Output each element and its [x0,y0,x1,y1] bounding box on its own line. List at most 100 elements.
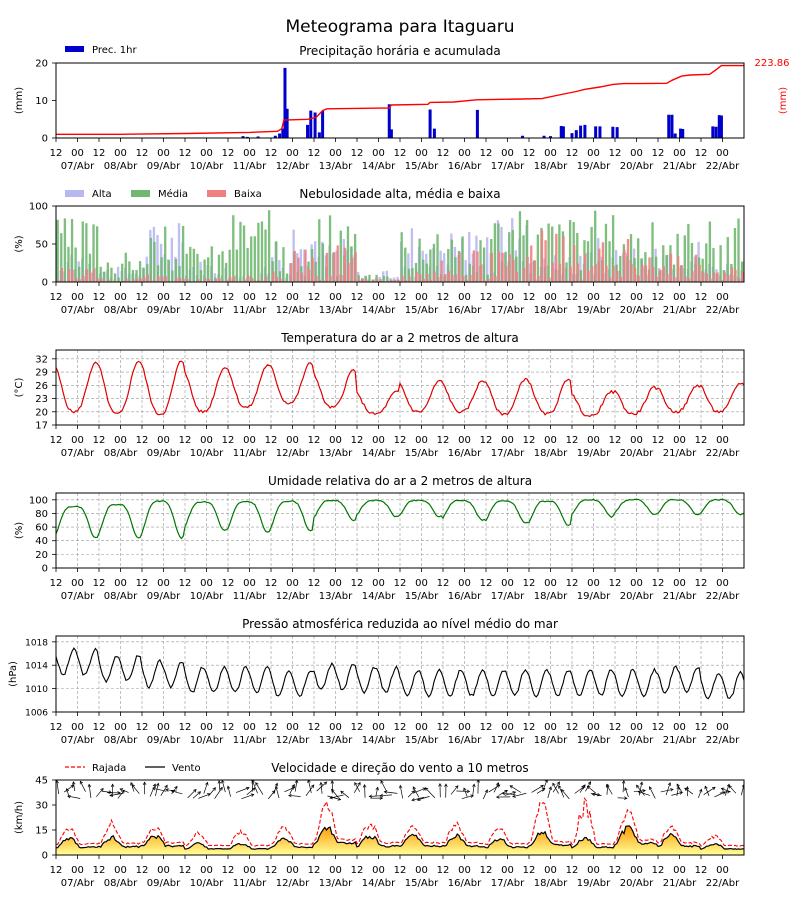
x-tick-label: 12 [179,292,192,303]
plot-frame [55,349,745,426]
wind-arrow [684,787,694,795]
cloud-bar-baixa [401,275,404,282]
x-day-label: 16/Abr [448,161,482,172]
chart-title: Precipitação horária e acumulada [299,44,501,58]
x-day-label: 22/Abr [706,305,740,316]
wind-arrow [268,790,276,800]
x-tick-label: 12 [480,722,493,733]
cloud-bar-média [407,268,411,282]
panel-precip: Precipitação horária e acumulada 0 10 20 (mm… [14,44,790,172]
wind-arrow-head [642,789,646,793]
wind-arrow-head [130,781,134,786]
precip-bar [281,128,285,138]
cloud-bar-baixa [669,253,673,282]
cloud-bar-baixa [487,278,490,282]
wind-arrow-head [463,787,467,792]
precip-bar [283,67,287,138]
wind-arrow [340,790,350,798]
wind-arrow-head [684,787,688,792]
cloud-bar-média [518,211,522,282]
x-day-label: 10/Abr [190,591,224,602]
x-day-label: 19/Abr [577,735,611,746]
cloud-bar-baixa [307,269,311,282]
cloud-bar-baixa [730,267,734,282]
plot-area [56,210,744,282]
wind-arrow [101,790,112,793]
cloud-bar-baixa [300,272,304,282]
x-tick-label: 12 [222,148,235,159]
wind-arrow [463,787,468,797]
cloud-bar-baixa [232,276,235,282]
wind-arrow-head [219,786,223,791]
x-day-label: 13/Abr [319,305,353,316]
cloud-bar-baixa [594,264,597,282]
x-day-label: 22/Abr [706,878,740,889]
cloud-bar-média [70,219,74,282]
x-tick-label: 00 [673,148,686,159]
x-day-label: 15/Abr [405,305,439,316]
y-tick-label: 29 [35,368,48,379]
cloud-bar-baixa [540,230,544,282]
x-tick-label: 12 [480,292,493,303]
x-tick-label: 12 [136,722,149,733]
x-tick-label: 12 [437,435,450,446]
wind-arrow [308,780,312,793]
cloud-bar-baixa [580,279,583,282]
cloud-bar-baixa [264,276,268,282]
x-day-label: 21/Abr [663,305,697,316]
wind-arrow [198,793,211,799]
wind-arrow [149,783,156,797]
cloud-bar-baixa [246,275,250,282]
x-day-label: 11/Abr [233,448,267,459]
y-tick-label: 100 [29,495,48,506]
cloud-bar-média [662,245,665,282]
wind-arrow [547,786,552,799]
x-tick-label: 12 [50,578,63,589]
cloud-bar-baixa [709,278,712,282]
x-tick-label: 00 [243,578,256,589]
cloud-bar-baixa [673,277,676,282]
cloud-bar-baixa [404,280,407,282]
x-tick-label: 00 [415,578,428,589]
wind-arrow [72,781,76,792]
wind-arrow-head [624,796,628,800]
cloud-bar-alta [299,249,302,282]
wind-arrow-head [142,781,147,785]
x-tick-label: 00 [372,435,385,446]
cloud-bar-baixa [415,271,418,282]
x-tick-label: 12 [50,148,63,159]
x-day-label: 12/Abr [276,878,310,889]
x-tick-label: 00 [458,865,471,876]
pressure-line [56,647,744,700]
chart-title: Velocidade e direção do vento a 10 metro… [271,761,528,775]
cloud-bar-baixa [659,269,662,282]
wind-arrow [288,795,301,797]
x-tick-label: 12 [93,435,106,446]
cloud-bar-baixa [100,278,103,282]
cloud-bar-baixa [429,279,433,282]
temperature-line [56,360,744,418]
wind-arrow-head [512,791,517,795]
wind-arrow [88,784,92,799]
cloud-bar-média [74,247,77,282]
x-tick-label: 12 [265,865,278,876]
cloud-bar-média [221,251,224,282]
wind-arrow-head [288,793,292,798]
cloud-bar-baixa [737,278,741,282]
cloud-bar-baixa [508,254,511,282]
x-day-label: 12/Abr [276,735,310,746]
x-tick-label: 12 [50,865,63,876]
x-day-label: 14/Abr [362,161,396,172]
cloud-bar-média [619,255,622,282]
wind-arrow [504,791,516,796]
cloud-bar-média [260,221,264,282]
cloud-bar-média [594,210,597,282]
cloud-bar-média [85,223,88,282]
x-day-label: 20/Abr [620,305,654,316]
x-tick-label: 00 [329,435,342,446]
wind-arrow-head [558,784,562,789]
x-tick-label: 00 [200,148,213,159]
cloud-bar-média [81,221,84,282]
cloud-bar-baixa [601,242,605,282]
x-tick-label: 00 [501,148,514,159]
